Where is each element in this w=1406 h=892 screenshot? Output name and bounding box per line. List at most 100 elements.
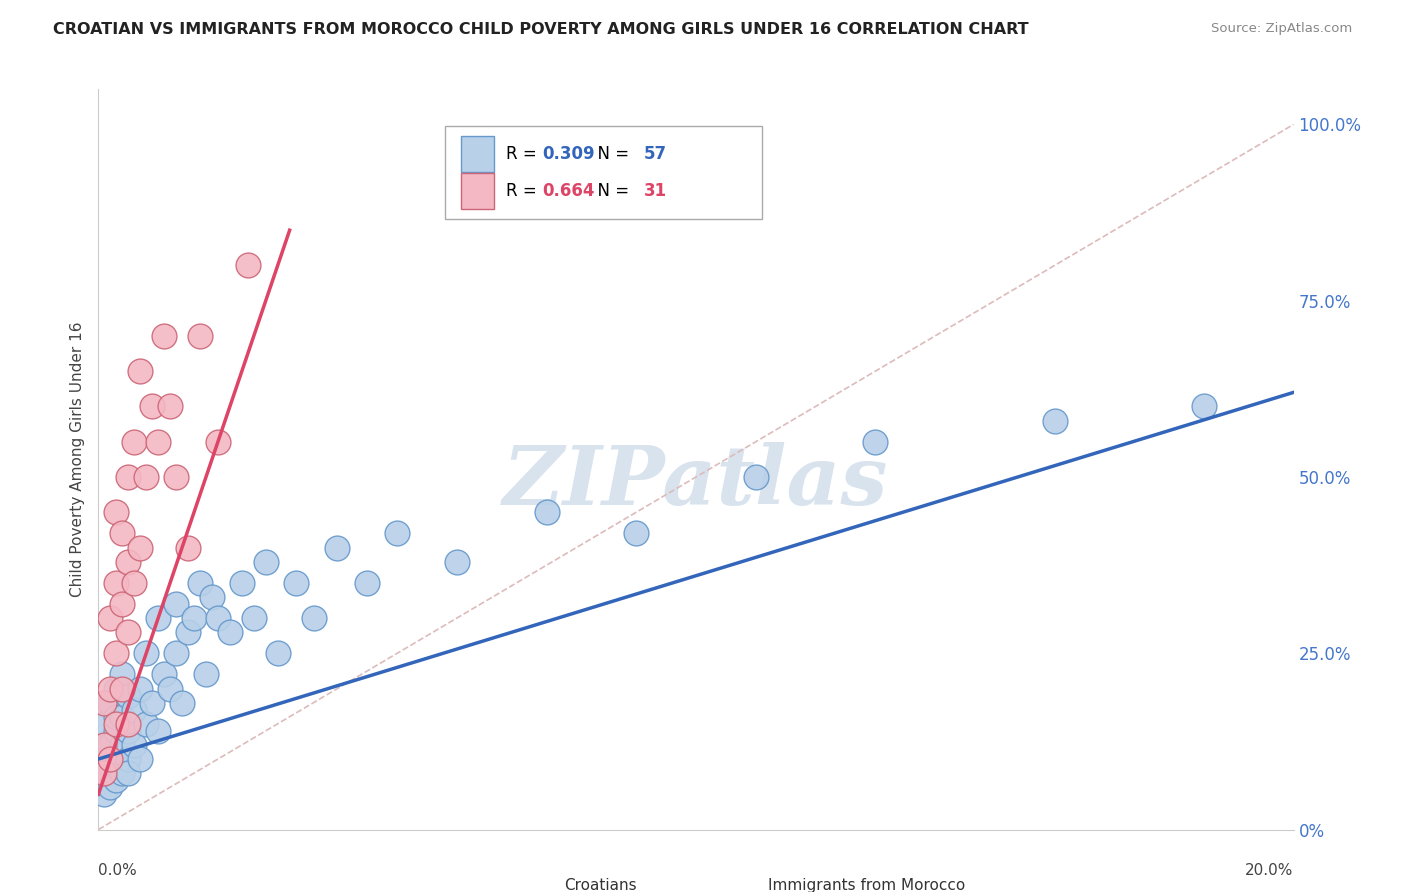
Point xyxy=(129,752,152,766)
Point xyxy=(93,738,115,752)
Point xyxy=(236,259,259,273)
Point xyxy=(177,541,200,555)
Point xyxy=(148,723,170,738)
Point xyxy=(172,696,194,710)
Point xyxy=(148,434,170,449)
Text: R =: R = xyxy=(506,182,541,200)
Point xyxy=(159,681,181,696)
Point xyxy=(117,766,139,780)
Text: 31: 31 xyxy=(644,182,666,200)
Point xyxy=(93,696,115,710)
Point xyxy=(284,575,307,590)
Text: CROATIAN VS IMMIGRANTS FROM MOROCCO CHILD POVERTY AMONG GIRLS UNDER 16 CORRELATI: CROATIAN VS IMMIGRANTS FROM MOROCCO CHIL… xyxy=(53,22,1029,37)
Point xyxy=(195,667,218,681)
Point xyxy=(326,541,349,555)
Point xyxy=(105,710,128,724)
Point xyxy=(117,470,139,484)
Point xyxy=(98,738,122,752)
FancyBboxPatch shape xyxy=(461,173,494,209)
Point xyxy=(129,541,152,555)
Text: R =: R = xyxy=(506,145,541,162)
Point xyxy=(745,470,768,484)
FancyBboxPatch shape xyxy=(461,136,494,171)
Text: Source: ZipAtlas.com: Source: ZipAtlas.com xyxy=(1212,22,1353,36)
Point xyxy=(153,667,176,681)
Point xyxy=(98,696,122,710)
Point xyxy=(183,611,205,625)
Point xyxy=(626,526,648,541)
Point xyxy=(111,710,134,724)
Text: Croatians: Croatians xyxy=(565,878,637,892)
Point xyxy=(129,681,152,696)
Point xyxy=(135,470,157,484)
FancyBboxPatch shape xyxy=(446,126,762,219)
Text: 0.664: 0.664 xyxy=(541,182,595,200)
Point xyxy=(98,752,122,766)
Point xyxy=(165,597,187,611)
Point xyxy=(302,611,325,625)
Text: 0.0%: 0.0% xyxy=(98,863,138,878)
Point xyxy=(105,575,128,590)
Point xyxy=(117,716,139,731)
Point xyxy=(111,681,134,696)
Text: N =: N = xyxy=(588,145,634,162)
Point xyxy=(124,703,146,717)
Point xyxy=(865,434,887,449)
Point xyxy=(105,773,128,788)
Point xyxy=(356,575,378,590)
Point xyxy=(117,752,139,766)
Text: 20.0%: 20.0% xyxy=(1246,863,1294,878)
Point xyxy=(135,646,157,660)
Point xyxy=(1043,414,1066,428)
Point xyxy=(135,716,157,731)
Point xyxy=(243,611,266,625)
Point xyxy=(254,555,277,569)
Point xyxy=(105,646,128,660)
Text: 0.309: 0.309 xyxy=(541,145,595,162)
Point xyxy=(177,625,200,640)
FancyBboxPatch shape xyxy=(720,871,758,892)
Point xyxy=(207,434,229,449)
Point xyxy=(153,329,176,343)
Point xyxy=(267,646,290,660)
Point xyxy=(111,766,134,780)
Point xyxy=(165,646,187,660)
Point xyxy=(385,526,409,541)
Point xyxy=(93,766,115,780)
Point xyxy=(105,681,128,696)
Point xyxy=(231,575,253,590)
Point xyxy=(117,555,139,569)
Point xyxy=(141,696,163,710)
Point xyxy=(165,470,187,484)
Point xyxy=(124,434,146,449)
Point xyxy=(141,400,163,414)
Point xyxy=(188,329,211,343)
Point xyxy=(93,716,115,731)
Point xyxy=(98,752,122,766)
Point xyxy=(93,766,115,780)
Point xyxy=(201,590,224,604)
Point xyxy=(111,597,134,611)
Point xyxy=(111,738,134,752)
Point xyxy=(124,738,146,752)
Point xyxy=(124,575,146,590)
FancyBboxPatch shape xyxy=(517,871,555,892)
Text: ZIPatlas: ZIPatlas xyxy=(503,442,889,522)
Point xyxy=(105,759,128,773)
Point xyxy=(117,723,139,738)
Point xyxy=(98,611,122,625)
Point xyxy=(105,505,128,519)
Point xyxy=(117,625,139,640)
Point xyxy=(1192,400,1215,414)
Point xyxy=(207,611,229,625)
Point xyxy=(148,611,170,625)
Point xyxy=(98,681,122,696)
Point xyxy=(93,787,115,801)
Point xyxy=(446,555,468,569)
Point xyxy=(219,625,242,640)
Point xyxy=(111,667,134,681)
Point xyxy=(98,780,122,795)
Point xyxy=(536,505,558,519)
Point xyxy=(188,575,211,590)
Text: Immigrants from Morocco: Immigrants from Morocco xyxy=(768,878,965,892)
